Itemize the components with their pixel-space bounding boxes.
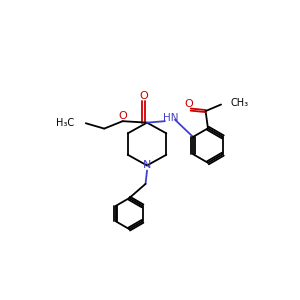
Text: HN: HN	[163, 113, 178, 123]
Text: O: O	[118, 111, 127, 121]
Text: CH₃: CH₃	[230, 98, 249, 108]
Text: O: O	[184, 99, 193, 109]
Text: N: N	[143, 160, 151, 170]
Text: H₃C: H₃C	[56, 118, 74, 128]
Text: O: O	[139, 91, 148, 101]
